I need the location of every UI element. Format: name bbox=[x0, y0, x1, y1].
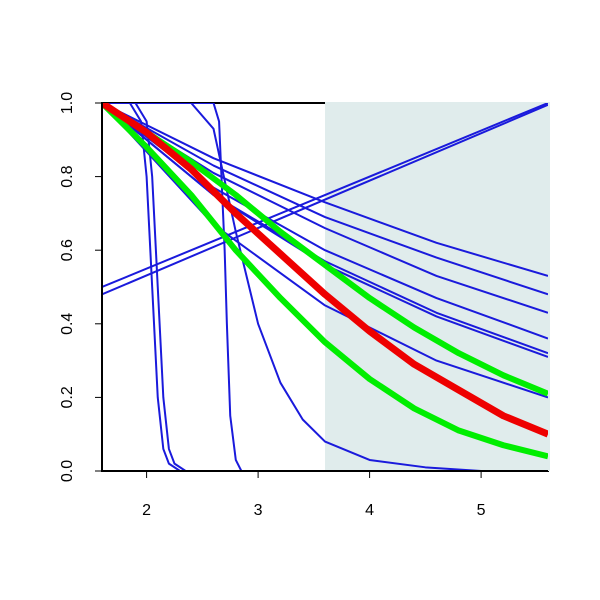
curve bbox=[102, 103, 548, 460]
y-tick-label: 0.8 bbox=[59, 165, 76, 187]
y-tick-label: 0.4 bbox=[59, 313, 76, 335]
y-tick-label: 0.0 bbox=[59, 460, 76, 482]
x-tick-label: 3 bbox=[254, 502, 263, 519]
curve bbox=[102, 103, 548, 471]
y-tick-label: 0.6 bbox=[59, 239, 76, 261]
y-tick-label: 1.0 bbox=[59, 92, 76, 114]
x-tick-label: 5 bbox=[477, 502, 486, 519]
curve bbox=[102, 103, 548, 296]
x-tick-label: 4 bbox=[365, 502, 374, 519]
curve bbox=[102, 103, 548, 471]
curve bbox=[102, 103, 548, 399]
curve bbox=[102, 103, 548, 397]
curve bbox=[102, 103, 548, 288]
x-tick-label: 2 bbox=[142, 502, 151, 519]
curve bbox=[102, 103, 548, 296]
plot-area bbox=[102, 103, 548, 471]
shaded-region bbox=[325, 102, 550, 471]
y-tick-label: 0.2 bbox=[59, 386, 76, 408]
curve bbox=[102, 103, 548, 277]
curve bbox=[190, 103, 548, 471]
curve bbox=[102, 103, 548, 438]
curve bbox=[102, 103, 548, 471]
